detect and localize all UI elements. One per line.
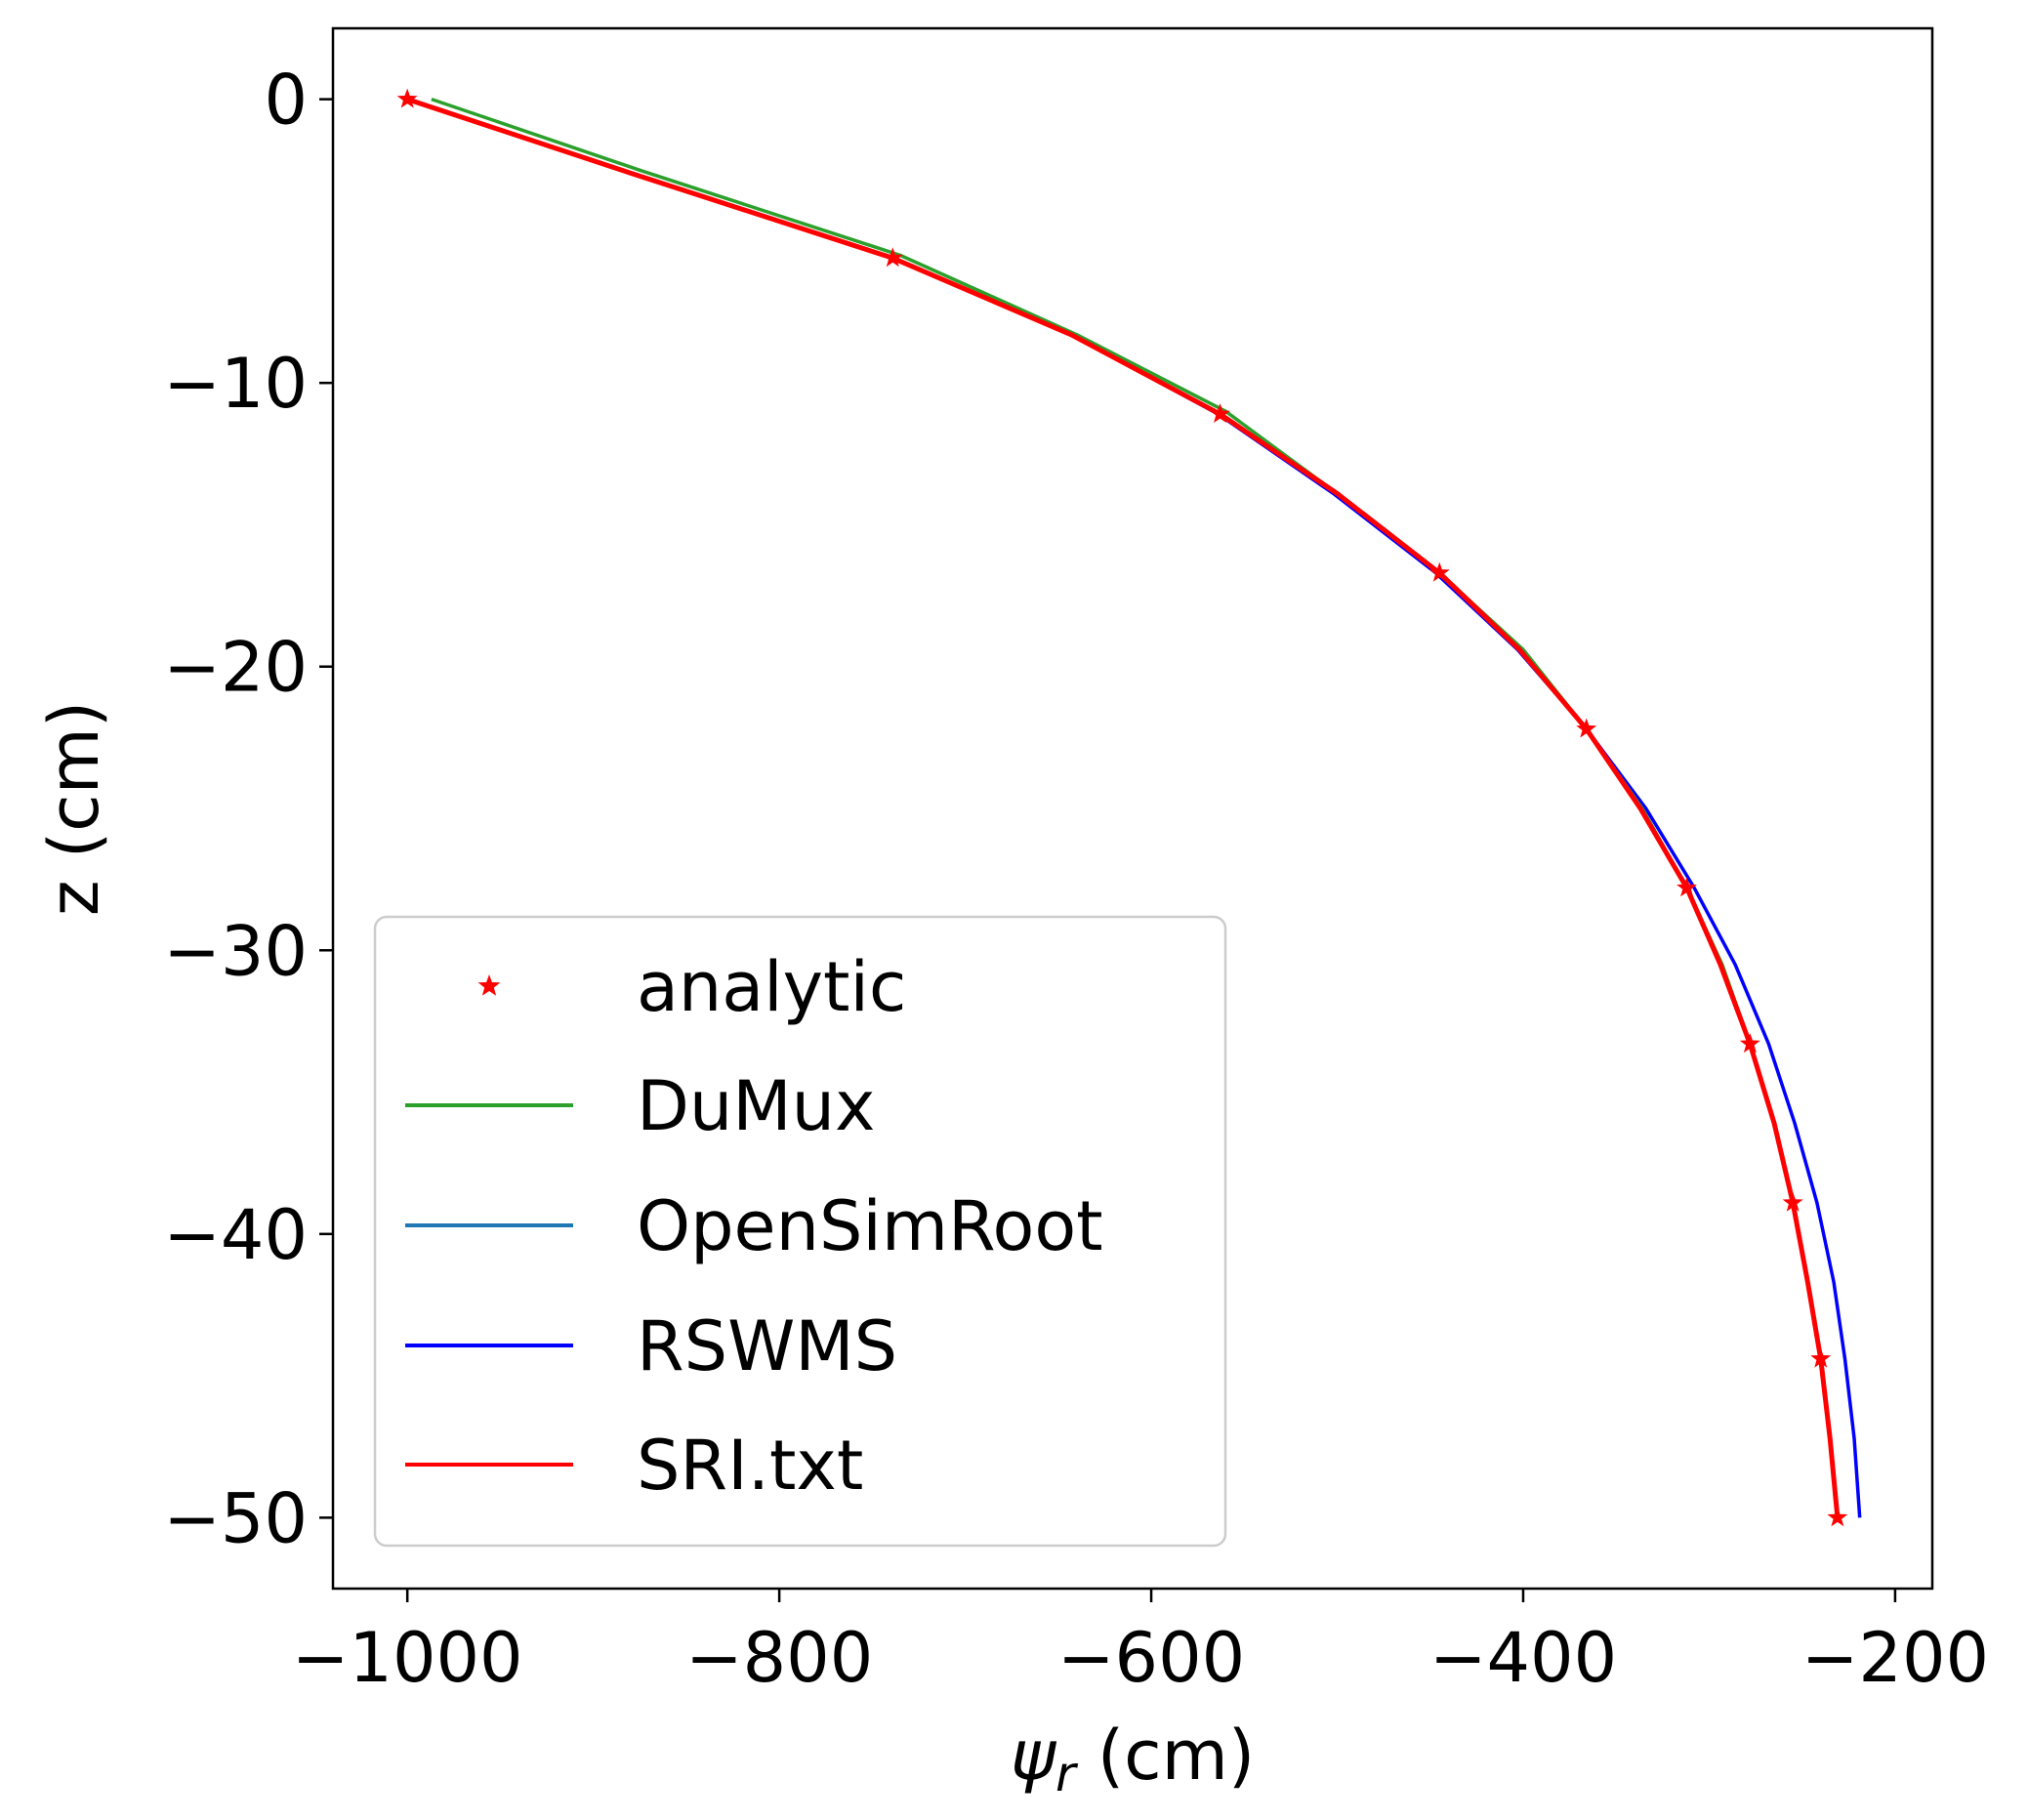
legend-box — [373, 915, 1227, 1548]
x-tick-label: −600 — [1057, 1618, 1245, 1698]
data-point-analytic — [1676, 877, 1697, 897]
data-point-analytic — [1827, 1507, 1848, 1527]
x-tick-label: −200 — [1801, 1618, 1989, 1698]
x-axis-label-unit: (cm) — [1076, 1716, 1256, 1796]
series-line-sri-txt — [406, 97, 1841, 1518]
data-point-analytic — [396, 88, 418, 108]
x-axis-ticks: −1000 −800 −600 −400 −200 — [292, 1589, 1989, 1698]
data-point-analytic — [1576, 718, 1597, 738]
x-tick-label: −1000 — [292, 1618, 523, 1698]
data-point-analytic — [882, 247, 903, 268]
y-tick-label: 0 — [264, 61, 308, 141]
legend-label-sri-txt: SRI.txt — [637, 1426, 863, 1506]
legend-label-dumux: DuMux — [637, 1066, 875, 1146]
data-point-analytic — [1210, 403, 1230, 423]
y-tick-label: −50 — [163, 1478, 308, 1558]
y-axis-label: z (cm) — [34, 701, 114, 916]
legend-label-opensimroot: OpenSimRoot — [637, 1186, 1103, 1266]
x-axis-label-subscript: r — [1055, 1746, 1079, 1802]
x-axis-label-symbol: ψ — [1011, 1716, 1057, 1796]
data-point-analytic — [1428, 561, 1450, 582]
y-tick-label: −20 — [163, 628, 308, 708]
y-axis-ticks: 0 −10 −20 −30 −40 −50 — [163, 61, 333, 1558]
data-point-analytic — [1739, 1033, 1760, 1054]
legend: analytic DuMux OpenSimRoot RSWMS SRI.txt — [373, 915, 1227, 1548]
x-axis-label: ψr (cm) — [1011, 1716, 1255, 1802]
x-tick-label: −800 — [685, 1618, 873, 1698]
legend-swatch-analytic — [477, 974, 501, 996]
legend-label-rswms: RSWMS — [637, 1306, 897, 1386]
y-tick-label: −40 — [163, 1195, 308, 1275]
y-tick-label: −30 — [163, 911, 308, 991]
x-tick-label: −400 — [1429, 1618, 1617, 1698]
series-layer — [396, 88, 1862, 1527]
plot-frame — [331, 26, 1934, 1591]
legend-label-analytic: analytic — [637, 947, 906, 1027]
data-point-analytic — [1810, 1347, 1832, 1368]
data-point-analytic — [1782, 1191, 1803, 1212]
y-tick-label: −10 — [163, 344, 308, 424]
